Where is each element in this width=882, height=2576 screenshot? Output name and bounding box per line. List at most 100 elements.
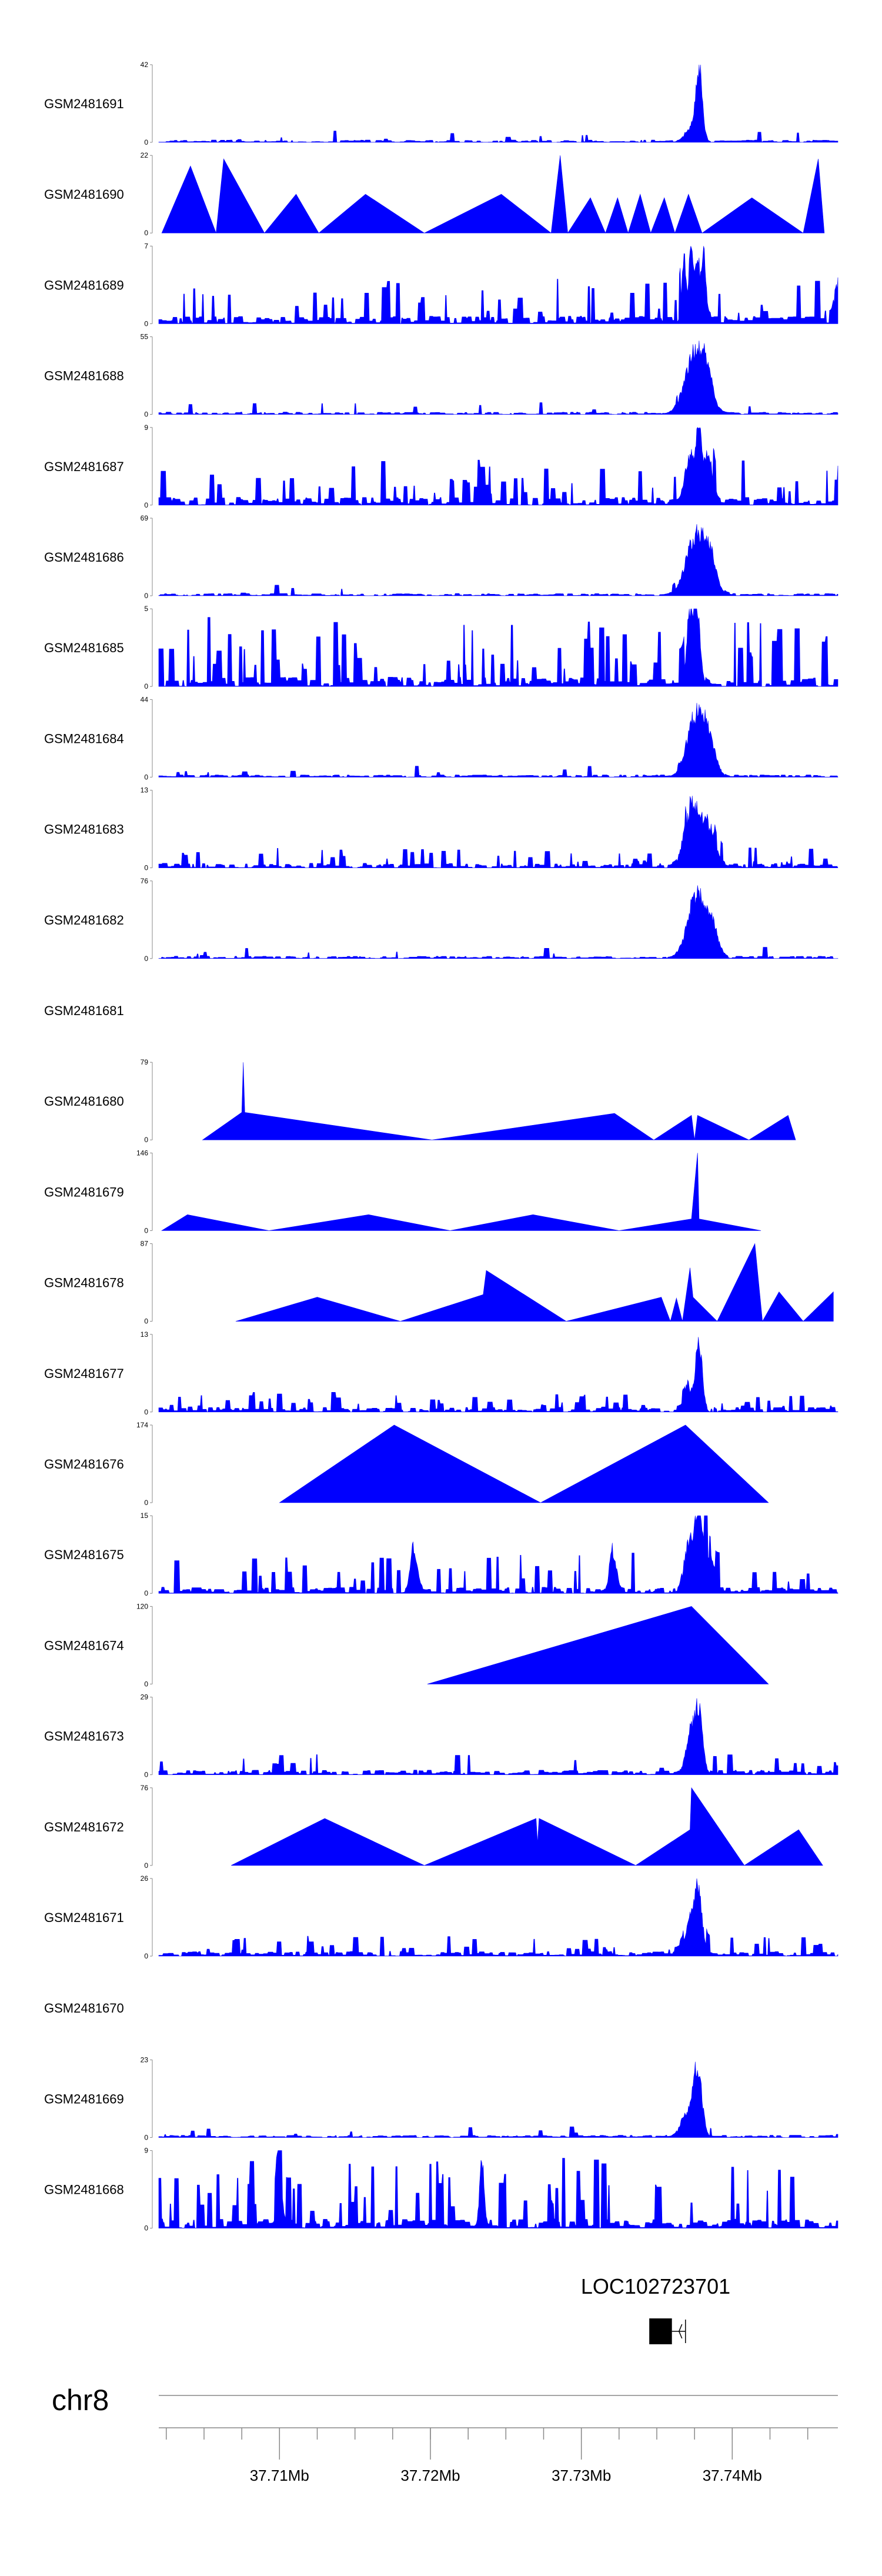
y-axis-max-label: 22 (141, 151, 149, 159)
y-axis-max-label: 120 (136, 1602, 148, 1610)
y-axis-zero-label: 0 (144, 682, 148, 690)
y-axis-max-label: 9 (144, 423, 148, 432)
signal-area (158, 1337, 838, 1413)
track-label: GSM2481675 (44, 1547, 124, 1562)
y-axis-max-label: 15 (141, 1511, 149, 1520)
y-axis-zero-label: 0 (144, 864, 148, 872)
track-GSM2481678: GSM2481678 87 0 (44, 1240, 834, 1326)
track-GSM2481683: GSM2481683 13 0 (44, 786, 838, 872)
y-axis-zero-label: 0 (144, 501, 148, 509)
y-axis-max-label: 13 (141, 1330, 149, 1339)
track-label: GSM2481690 (44, 187, 124, 202)
y-axis-max-label: 23 (141, 2056, 149, 2064)
y-axis-max-label: 26 (141, 1874, 149, 1883)
track-label: GSM2481681 (44, 1003, 124, 1018)
track-label: GSM2481672 (44, 1820, 124, 1834)
y-axis-zero-label: 0 (144, 229, 148, 237)
axis-tick-label: 37.73Mb (552, 2467, 611, 2484)
signal-area (158, 1698, 838, 1775)
signal-area (158, 885, 838, 959)
track-GSM2481688: GSM2481688 55 0 (44, 333, 838, 419)
y-axis-max-label: 55 (141, 333, 149, 341)
y-axis-max-label: 87 (141, 1240, 149, 1248)
track-GSM2481673: GSM2481673 29 0 (44, 1693, 838, 1779)
y-axis-zero-label: 0 (144, 955, 148, 963)
y-axis-zero-label: 0 (144, 1680, 148, 1688)
y-axis-zero-label: 0 (144, 1589, 148, 1597)
y-axis-zero-label: 0 (144, 1861, 148, 1870)
gene-annotation-track: LOC102723701 (581, 2274, 730, 2344)
signal-area (158, 524, 838, 596)
track-label: GSM2481676 (44, 1457, 124, 1471)
track-GSM2481670: GSM2481670 (44, 2001, 124, 2016)
track-GSM2481684: GSM2481684 44 0 (44, 695, 838, 781)
track-GSM2481669: GSM2481669 23 0 (44, 2056, 838, 2141)
track-GSM2481674: GSM2481674 120 0 (44, 1602, 769, 1688)
y-axis-zero-label: 0 (144, 319, 148, 328)
track-label: GSM2481669 (44, 2091, 124, 2106)
track-GSM2481685: GSM2481685 5 0 (44, 605, 838, 690)
track-GSM2481681: GSM2481681 (44, 1003, 124, 1018)
signal-area (231, 1787, 823, 1866)
track-label: GSM2481679 (44, 1184, 124, 1199)
y-axis-max-label: 76 (141, 1784, 149, 1792)
signal-area (427, 1606, 769, 1684)
track-GSM2481689: GSM2481689 7 0 (44, 242, 838, 328)
y-axis-zero-label: 0 (144, 1136, 148, 1144)
gene-label: LOC102723701 (581, 2274, 730, 2298)
y-axis-max-label: 174 (136, 1421, 148, 1429)
genome-axis: chr8 37.71Mb 37.72Mb 37.73Mb 37.74Mb (52, 2384, 838, 2484)
signal-area (158, 341, 838, 415)
signal-area (161, 1153, 761, 1231)
signal-area (158, 1878, 838, 1957)
y-axis-max-label: 146 (136, 1149, 148, 1157)
y-axis-zero-label: 0 (144, 1952, 148, 1960)
track-label: GSM2481674 (44, 1638, 124, 1653)
signal-area (158, 1515, 838, 1594)
track-GSM2481680: GSM2481680 79 0 (44, 1058, 796, 1144)
track-label: GSM2481670 (44, 2001, 124, 2016)
track-label: GSM2481668 (44, 2183, 124, 2197)
signal-area (158, 2061, 838, 2138)
signal-area (158, 608, 838, 687)
signal-area (161, 155, 825, 234)
track-label: GSM2481689 (44, 278, 124, 292)
y-axis-max-label: 76 (141, 877, 149, 885)
y-axis-max-label: 29 (141, 1693, 149, 1701)
track-label: GSM2481677 (44, 1366, 124, 1381)
signal-area (158, 703, 838, 778)
y-axis-zero-label: 0 (144, 1317, 148, 1326)
signal-area (235, 1243, 834, 1322)
track-GSM2481675: GSM2481675 15 0 (44, 1511, 838, 1597)
track-GSM2481677: GSM2481677 13 0 (44, 1330, 838, 1416)
signal-area (158, 796, 838, 868)
track-GSM2481672: GSM2481672 76 0 (44, 1784, 823, 1870)
y-axis-max-label: 42 (141, 61, 149, 69)
y-axis-zero-label: 0 (144, 1408, 148, 1416)
track-label: GSM2481673 (44, 1729, 124, 1744)
track-label: GSM2481685 (44, 640, 124, 655)
track-label: GSM2481691 (44, 96, 124, 111)
y-axis-zero-label: 0 (144, 411, 148, 419)
y-axis-zero-label: 0 (144, 592, 148, 600)
y-axis-max-label: 9 (144, 2147, 148, 2155)
axis-tick-label: 37.71Mb (250, 2467, 309, 2484)
y-axis-zero-label: 0 (144, 1499, 148, 1507)
y-axis-max-label: 5 (144, 605, 148, 613)
track-label: GSM2481671 (44, 1910, 124, 1925)
track-GSM2481671: GSM2481671 26 0 (44, 1874, 838, 1960)
track-label: GSM2481682 (44, 913, 124, 927)
y-axis-zero-label: 0 (144, 773, 148, 781)
track-GSM2481691: GSM2481691 42 0 (44, 61, 838, 146)
track-GSM2481682: GSM2481682 76 0 (44, 877, 838, 963)
track-label: GSM2481686 (44, 550, 124, 565)
gene-strand-arrow (678, 2320, 686, 2343)
track-label: GSM2481687 (44, 459, 124, 474)
track-GSM2481668: GSM2481668 9 0 (44, 2147, 838, 2233)
signal-area (158, 246, 838, 324)
signal-tracks: GSM2481691420GSM2481690220GSM248168970GS… (44, 61, 838, 2233)
y-axis-zero-label: 0 (144, 2224, 148, 2233)
y-axis-zero-label: 0 (144, 1771, 148, 1779)
y-axis-zero-label: 0 (144, 138, 148, 146)
